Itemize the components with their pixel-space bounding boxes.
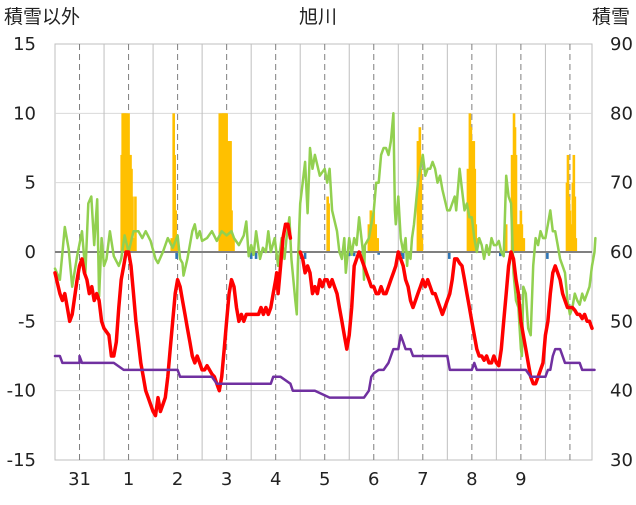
precip-bar [522,238,526,252]
precip-bar [401,252,405,259]
precip-bar [249,252,253,259]
precip-bar [352,252,356,257]
x-tick-label: 7 [417,469,428,490]
precip-bar [229,141,232,252]
left-tick-label: 0 [25,242,36,263]
precipitation-bars [84,113,578,259]
precip-bar [232,238,235,252]
series-line-2 [298,250,594,386]
precip-bar [514,154,518,252]
right-tick-label: 80 [610,103,633,124]
x-tick-label: 31 [68,469,91,490]
precip-bar [347,252,351,257]
precip-bar [134,196,137,252]
series-line-1 [53,222,293,418]
x-tick-label: 5 [319,469,330,490]
precip-bar [254,252,258,259]
x-tick-label: 2 [172,469,183,490]
x-tick-label: 9 [515,469,526,490]
precip-bar [419,168,423,252]
precip-bar [377,252,380,255]
precip-bar [303,252,307,259]
precip-bar [504,224,508,252]
left-tick-label: -15 [7,450,36,471]
x-tick-label: 1 [123,469,134,490]
precip-bar [574,238,578,252]
precip-bar [175,252,178,259]
precip-bar [473,168,477,252]
series-lines [53,112,597,418]
x-tick-label: 3 [221,469,232,490]
precip-bar [174,210,177,252]
precip-bar [131,196,134,252]
precip-bar [175,238,178,252]
right-tick-label: 40 [610,381,633,402]
right-tick-label: 50 [610,311,633,332]
precip-bar [498,252,502,257]
precip-bar [573,196,577,252]
precip-bar [420,238,424,252]
right-tick-label: 30 [610,450,633,471]
left-tick-label: -5 [18,311,36,332]
precip-bar [399,252,403,257]
x-tick-label: 8 [466,469,477,490]
left-axis-title: 積雪以外 [4,6,80,28]
precip-bar [173,154,176,252]
precip-bar [376,238,379,252]
left-tick-label: 5 [25,173,36,194]
right-tick-label: 70 [610,173,633,194]
right-tick-label: 60 [610,242,633,263]
left-tick-label: 10 [13,103,36,124]
x-tick-label: 6 [368,469,379,490]
right-axis-title: 積雪 [592,6,630,28]
left-tick-label: -10 [7,381,36,402]
right-tick-label: 90 [610,34,633,55]
precip-bar [327,203,330,252]
left-tick-label: 15 [13,34,36,55]
precip-bar [568,210,572,252]
precip-bar [447,252,451,259]
chart-title: 旭川 [299,6,337,28]
series-line-3 [53,333,596,399]
x-tick-label: 4 [270,469,281,490]
precip-bar [546,252,549,259]
